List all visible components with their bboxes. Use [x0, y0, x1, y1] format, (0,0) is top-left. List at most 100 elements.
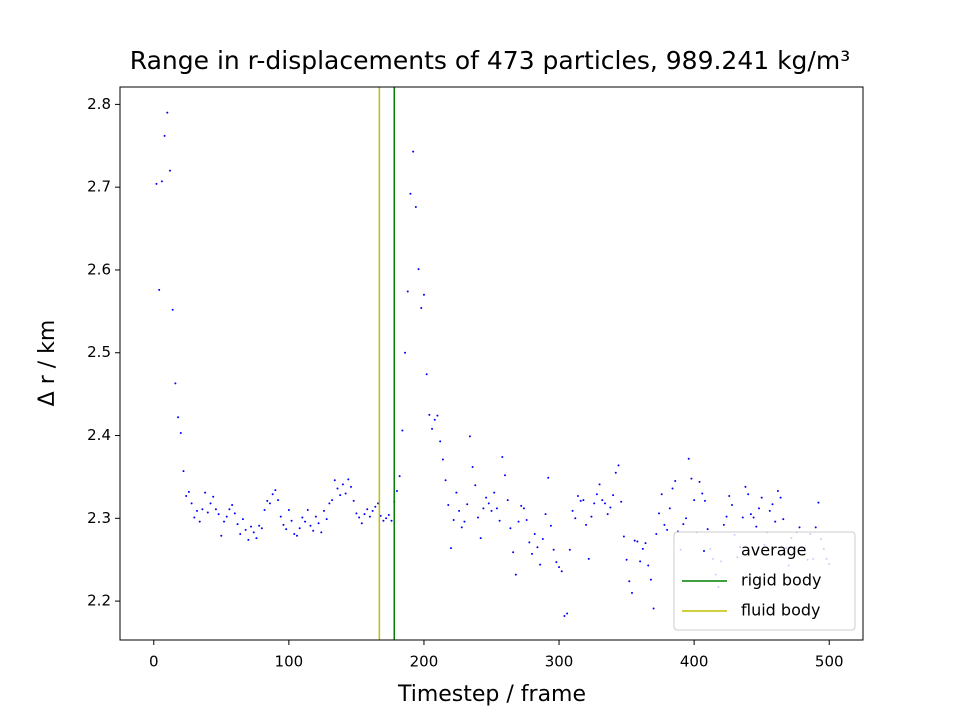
- point: [498, 519, 501, 522]
- point: [406, 290, 409, 293]
- point: [757, 507, 760, 510]
- point: [328, 502, 331, 505]
- point: [639, 560, 642, 563]
- point: [263, 509, 266, 512]
- point: [487, 502, 490, 505]
- point: [444, 479, 447, 482]
- point: [622, 535, 625, 538]
- point: [458, 509, 461, 512]
- point: [377, 502, 380, 505]
- point: [290, 519, 293, 522]
- point: [274, 489, 277, 492]
- point: [171, 308, 174, 311]
- point: [549, 524, 552, 527]
- y-tick-label: 2.6: [87, 260, 111, 278]
- point: [325, 518, 328, 521]
- point: [471, 465, 474, 468]
- x-tick-label: 100: [275, 653, 304, 671]
- point: [768, 509, 771, 512]
- point: [360, 522, 363, 525]
- point: [295, 534, 298, 537]
- point: [374, 505, 377, 508]
- point: [182, 470, 185, 473]
- point: [560, 570, 563, 573]
- point: [336, 487, 339, 490]
- point: [463, 520, 466, 523]
- point: [239, 533, 242, 536]
- point: [187, 490, 190, 493]
- point: [190, 502, 193, 505]
- point: [155, 182, 158, 185]
- point: [666, 528, 669, 531]
- point: [350, 485, 353, 488]
- point: [476, 516, 479, 519]
- point: [452, 518, 455, 521]
- legend-box: [673, 531, 856, 631]
- point: [706, 528, 709, 531]
- point: [428, 413, 431, 416]
- point: [701, 492, 704, 495]
- point: [685, 517, 688, 520]
- y-tick-label: 2.4: [87, 426, 111, 444]
- point: [193, 516, 196, 519]
- point: [774, 520, 777, 523]
- point: [363, 513, 366, 516]
- point: [512, 551, 515, 554]
- point: [358, 516, 361, 519]
- legend-label: average: [741, 541, 807, 560]
- point: [309, 524, 312, 527]
- point: [725, 515, 728, 518]
- point: [331, 499, 334, 502]
- point: [220, 534, 223, 537]
- point: [179, 432, 182, 435]
- point: [255, 537, 258, 540]
- point: [395, 489, 398, 492]
- point: [387, 513, 390, 516]
- point: [431, 427, 434, 430]
- point: [490, 509, 493, 512]
- point: [495, 507, 498, 510]
- point: [401, 429, 404, 432]
- point: [236, 523, 239, 526]
- legend-label: fluid body: [741, 601, 820, 620]
- point: [293, 533, 296, 536]
- point: [576, 494, 579, 497]
- point: [409, 192, 412, 195]
- point: [771, 503, 774, 506]
- chart-title: Range in r-displacements of 473 particle…: [130, 46, 850, 75]
- point: [166, 111, 169, 114]
- point: [344, 492, 347, 495]
- point: [641, 547, 644, 550]
- point: [660, 493, 663, 496]
- point: [250, 525, 253, 528]
- point: [174, 382, 177, 385]
- point: [563, 614, 566, 617]
- point: [817, 501, 820, 504]
- point: [287, 509, 290, 512]
- x-axis-label: Timestep / frame: [397, 682, 586, 707]
- point: [744, 485, 747, 488]
- point: [687, 457, 690, 460]
- point: [352, 499, 355, 502]
- point: [595, 493, 598, 496]
- point: [636, 540, 639, 543]
- point: [425, 373, 428, 376]
- point: [668, 507, 671, 510]
- point: [168, 169, 171, 172]
- point: [314, 515, 317, 518]
- point: [598, 483, 601, 486]
- point: [728, 494, 731, 497]
- point: [582, 499, 585, 502]
- point: [177, 416, 180, 419]
- point: [412, 150, 415, 153]
- point: [468, 435, 471, 438]
- point: [531, 552, 534, 555]
- point: [566, 612, 569, 615]
- point: [547, 476, 550, 479]
- point: [747, 493, 750, 496]
- point: [298, 527, 301, 530]
- point: [390, 519, 393, 522]
- point: [755, 525, 758, 528]
- point: [196, 509, 199, 512]
